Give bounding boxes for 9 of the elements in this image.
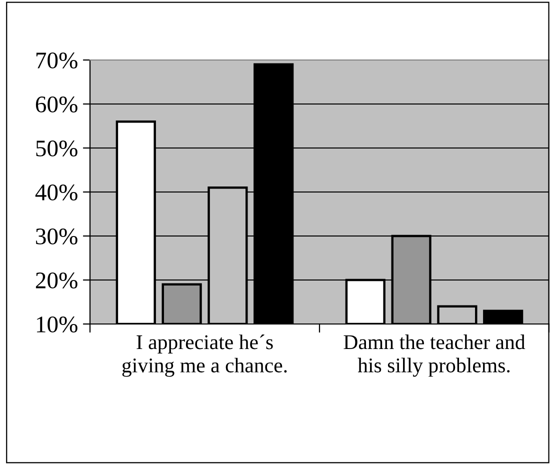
y-tick-label: 30%	[36, 228, 78, 244]
y-tick-label: 10%	[36, 316, 78, 332]
y-tick-label: 70%	[36, 52, 78, 68]
y-tick-label: 20%	[36, 272, 78, 288]
y-tick-label: 60%	[36, 96, 78, 112]
y-tick-label: 50%	[36, 140, 78, 156]
y-tick-label: 40%	[35, 184, 78, 200]
x-tick-label: Damn the teacher and his silly problems.	[344, 334, 526, 377]
x-tick-label: I appreciate he´s giving me a chance.	[122, 334, 287, 377]
